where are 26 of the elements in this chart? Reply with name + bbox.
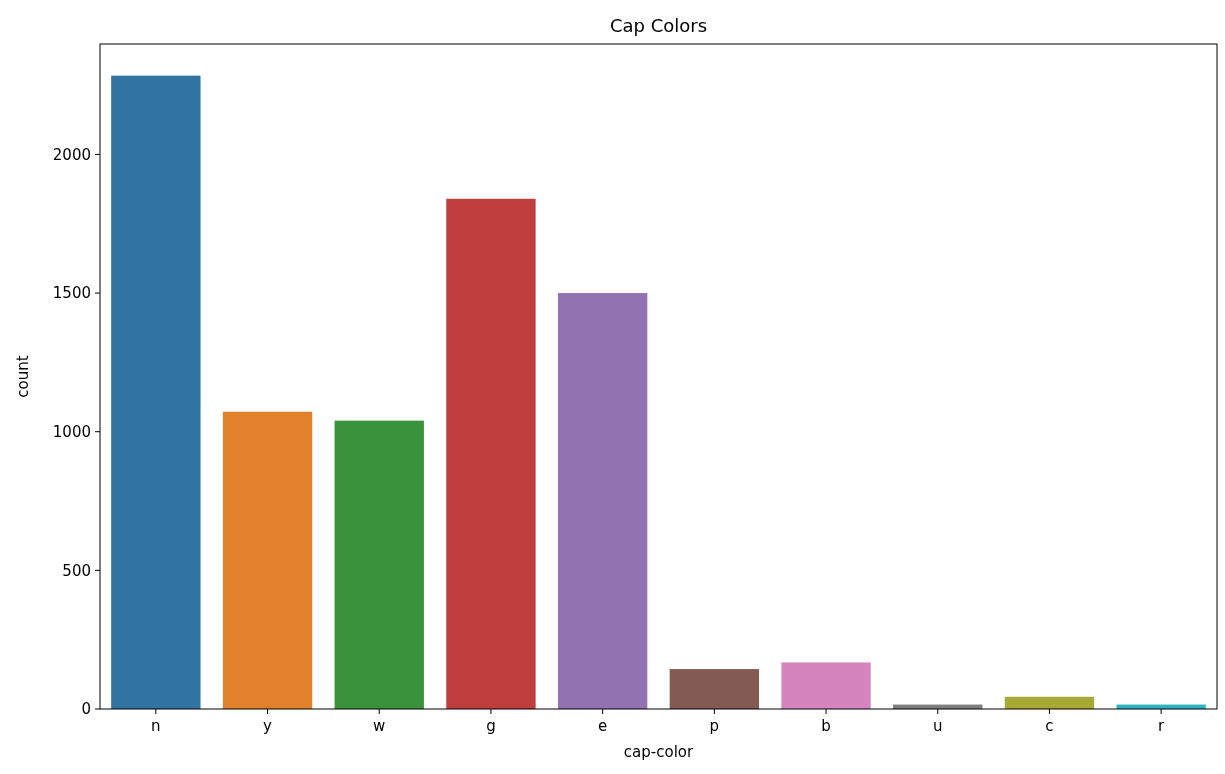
bar [781,662,871,709]
bar [111,75,201,709]
x-tick-label: n [151,717,161,735]
x-axis-title: cap-color [623,743,694,761]
bar [669,669,760,709]
bar [222,411,313,709]
x-tick-label: b [821,717,831,735]
chart-title: Cap Colors [609,15,708,36]
y-tick-label: 2000 [52,145,91,164]
bar [557,293,648,709]
x-tick-label: u [932,717,943,735]
y-tick-label: 0 [81,700,91,719]
x-tick-label: y [263,717,273,735]
x-tick-label: e [598,717,608,735]
x-tick-label: c [1045,717,1054,735]
bar [334,420,424,709]
y-tick-label: 1000 [52,422,91,441]
x-tick-label: w [373,717,386,735]
x-tick-label: r [1158,717,1166,735]
y-tick-label: 1500 [52,284,91,303]
bar [446,198,536,709]
x-tick-label: p [709,717,720,735]
y-axis-title: count [14,355,32,398]
x-tick-label: g [486,717,496,735]
y-tick-label: 500 [62,561,91,580]
bar [1004,696,1095,709]
